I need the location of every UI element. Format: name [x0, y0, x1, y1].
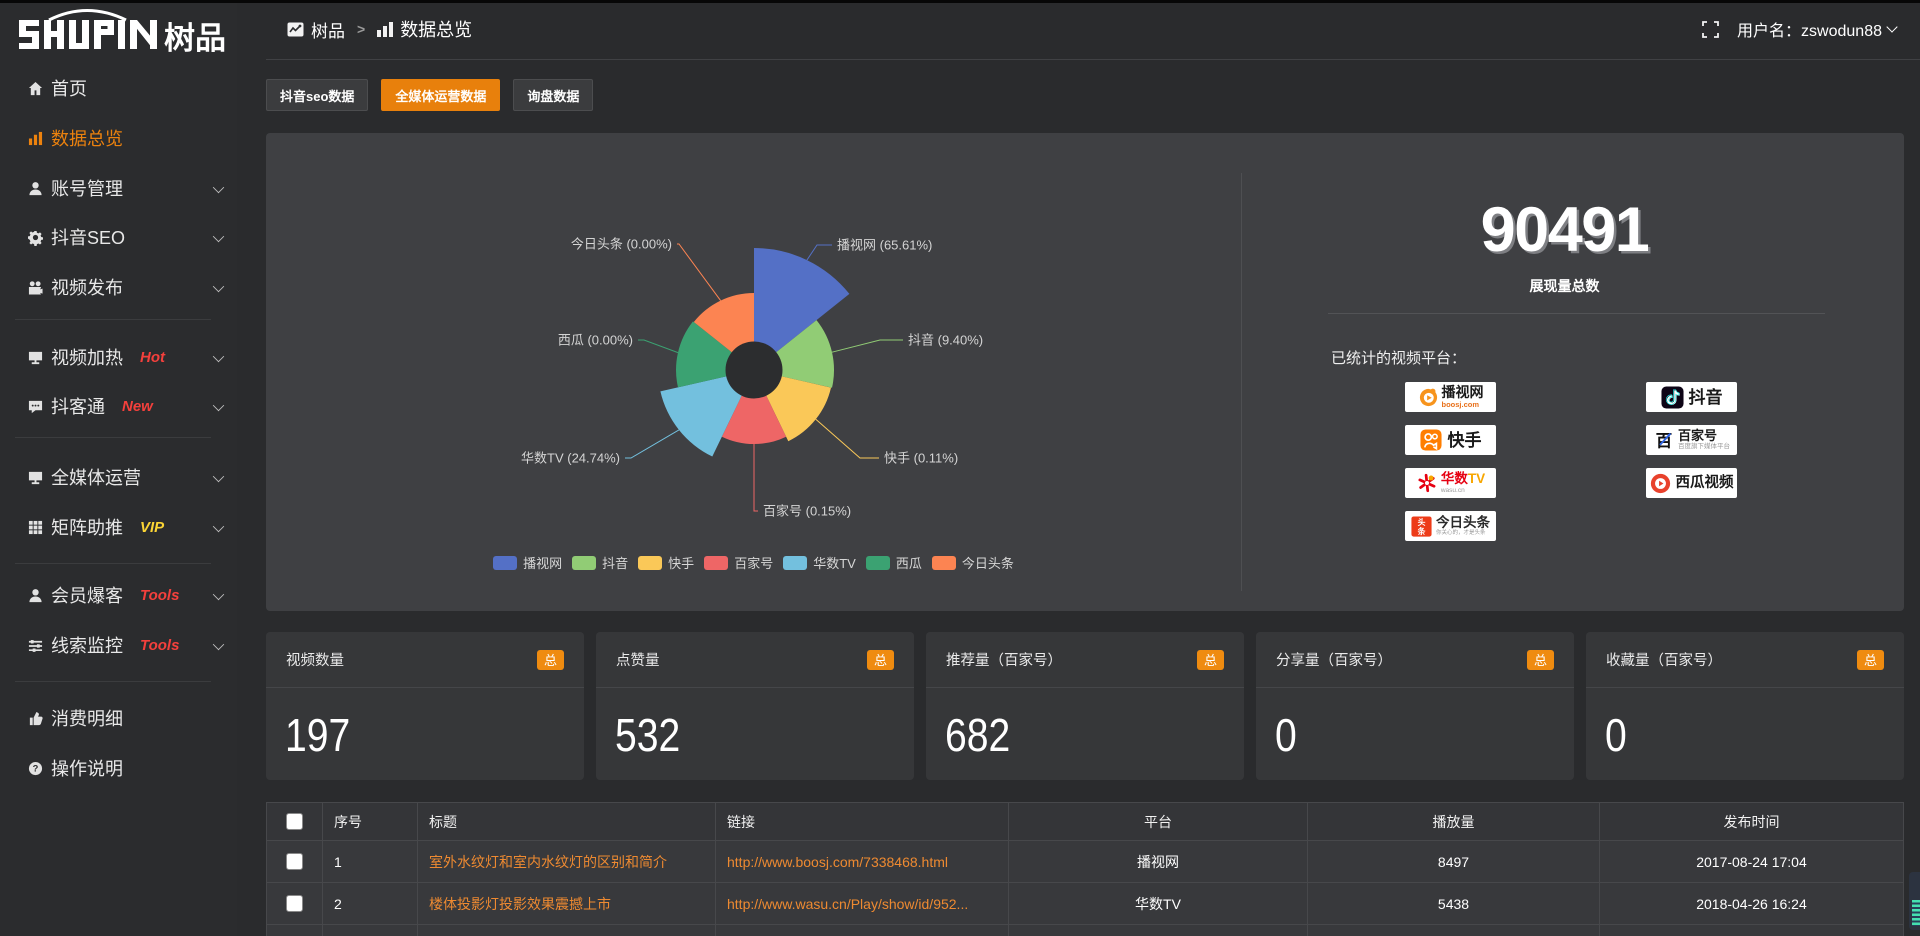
svg-text:华数TV (24.74%): 华数TV (24.74%): [521, 451, 620, 466]
svg-text:?: ?: [33, 763, 39, 773]
svg-text:快手 (0.11%): 快手 (0.11%): [884, 451, 958, 466]
svg-text:树品: 树品: [164, 21, 226, 56]
svg-text:百家号 (0.15%): 百家号 (0.15%): [763, 504, 851, 519]
svg-text:西瓜 (0.00%): 西瓜 (0.00%): [558, 333, 633, 348]
svg-text:今日头条 (0.00%): 今日头条 (0.00%): [571, 237, 672, 252]
svg-text:播视网 (65.61%): 播视网 (65.61%): [837, 238, 932, 253]
svg-text:条: 条: [1417, 525, 1426, 535]
svg-text:抖音 (9.40%): 抖音 (9.40%): [908, 333, 983, 348]
svg-text:头: 头: [1418, 517, 1426, 527]
